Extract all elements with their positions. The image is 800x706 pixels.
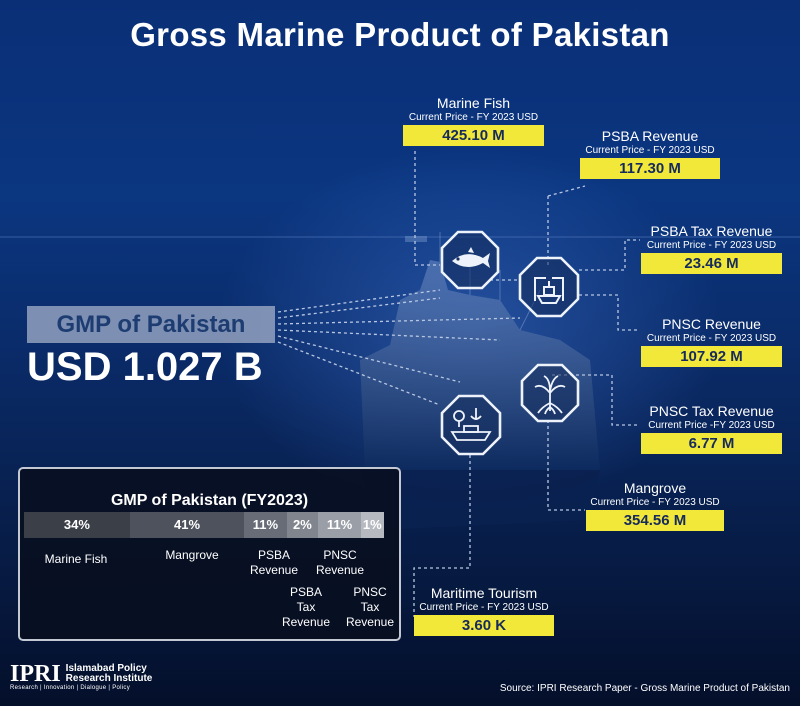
callout-name: Mangrove	[623, 480, 687, 496]
share-segment: 34%	[24, 512, 130, 538]
callout-value: 117.30 M	[580, 158, 720, 179]
share-segment: 41%	[129, 512, 245, 538]
callout-name: PNSC Tax Revenue	[649, 403, 774, 419]
callout-value: 23.46 M	[641, 253, 782, 274]
callout-price-basis: Current Price -FY 2023 USD	[648, 420, 775, 431]
label-marine-fish: Marine Fish	[44, 552, 108, 566]
label-line: Revenue	[249, 563, 299, 577]
callout-pnsc-tax-revenue: PNSC Tax Revenue Current Price -FY 2023 …	[641, 403, 782, 454]
label-psba-revenue: PSBA Revenue	[246, 548, 302, 578]
callout-value: 425.10 M	[403, 125, 544, 146]
tuna-fish-icon	[440, 230, 500, 290]
label-pnsc-tax-revenue: PNSC Tax Revenue	[342, 585, 398, 630]
label-line: Revenue	[315, 563, 365, 577]
logo-institute-line: Islamabad Policy	[65, 663, 147, 674]
source-note: Source: IPRI Research Paper - Gross Mari…	[499, 683, 790, 694]
label-psba-tax-revenue: PSBA Tax Revenue	[274, 585, 338, 630]
label-line: PSBA	[257, 548, 290, 562]
callout-price-basis: Current Price - FY 2023 USD	[646, 240, 777, 251]
ipri-logo: IPRI Islamabad Policy Research Institute…	[10, 661, 153, 691]
label-line: PNSC	[323, 548, 357, 562]
share-segment: 11%	[244, 512, 287, 538]
callout-price-basis: Current Price - FY 2023 USD	[590, 497, 720, 508]
callout-psba-tax-revenue: PSBA Tax Revenue Current Price - FY 2023…	[641, 223, 782, 274]
callout-mangrove: Mangrove Current Price - FY 2023 USD 354…	[586, 480, 724, 531]
callout-name: PSBA Revenue	[601, 128, 699, 144]
gmp-breakdown-panel: GMP of Pakistan (FY2023) 34% 41% 11% 2% 11% 1…	[18, 467, 401, 641]
label-line: Revenue	[281, 615, 331, 629]
callout-price-basis: Current Price - FY 2023 USD	[585, 145, 715, 156]
label-line: Revenue	[345, 615, 395, 629]
callout-name: PNSC Revenue	[662, 316, 761, 332]
callout-price-basis: Current Price - FY 2023 USD	[408, 112, 539, 123]
share-segment: 2%	[286, 512, 319, 538]
share-segment: 1%	[360, 512, 384, 538]
logo-tagline: Research | Innovation | Dialogue | Polic…	[10, 685, 131, 691]
tourism-ship-icon	[440, 394, 502, 456]
label-line: Tax	[360, 600, 380, 614]
callout-value: 354.56 M	[586, 510, 724, 531]
callout-price-basis: Current Price - FY 2023 USD	[419, 602, 549, 613]
label-pnsc-revenue: PNSC Revenue	[310, 548, 370, 578]
label-line: Tax	[296, 600, 316, 614]
port-ship-icon	[518, 256, 580, 318]
share-bar: 34% 41% 11% 2% 11% 1%	[24, 512, 384, 538]
callout-price-basis: Current Price - FY 2023 USD	[646, 333, 777, 344]
page-title: Gross Marine Product of Pakistan	[130, 16, 670, 53]
callout-name: PSBA Tax Revenue	[650, 223, 773, 239]
logo-institute: Islamabad Policy Research Institute	[66, 664, 153, 684]
callout-psba-revenue: PSBA Revenue Current Price - FY 2023 USD…	[580, 128, 720, 179]
label-mangrove: Mangrove	[165, 548, 219, 562]
callout-maritime-tourism: Maritime Tourism Current Price - FY 2023…	[414, 585, 554, 636]
callout-name: Maritime Tourism	[430, 585, 538, 601]
callout-name: Marine Fish	[436, 95, 511, 111]
callout-value: 3.60 K	[414, 615, 554, 636]
callout-marine-fish: Marine Fish Current Price - FY 2023 USD …	[403, 95, 544, 146]
callout-value: 107.92 M	[641, 346, 782, 367]
callout-pnsc-revenue: PNSC Revenue Current Price - FY 2023 USD…	[641, 316, 782, 367]
gmp-label: GMP of Pakistan	[27, 306, 275, 343]
mangrove-tree-icon	[520, 363, 580, 423]
label-line: PNSC	[353, 585, 387, 599]
callout-value: 6.77 M	[641, 433, 782, 454]
label-line: PSBA	[289, 585, 322, 599]
logo-name: IPRI	[10, 661, 61, 687]
breakdown-title: GMP of Pakistan (FY2023)	[110, 492, 309, 509]
share-segment: 11%	[318, 512, 361, 538]
logo-institute-line: Research Institute	[65, 673, 153, 684]
gmp-value: USD 1.027 B	[27, 345, 263, 389]
